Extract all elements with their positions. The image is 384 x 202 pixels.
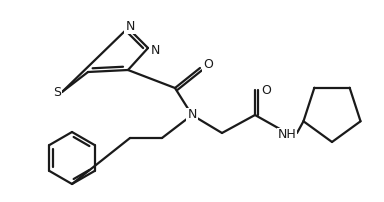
Text: S: S <box>53 85 61 99</box>
Text: N: N <box>125 20 135 33</box>
Text: NH: NH <box>278 128 296 141</box>
Text: O: O <box>203 59 213 72</box>
Text: O: O <box>261 83 271 97</box>
Text: N: N <box>187 108 197 121</box>
Text: N: N <box>150 43 160 57</box>
